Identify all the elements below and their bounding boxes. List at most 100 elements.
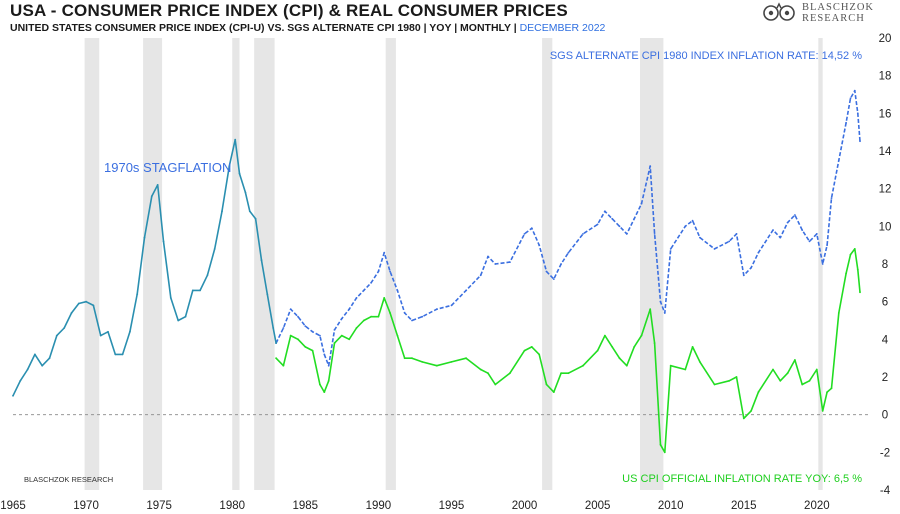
data-point: [837, 159, 840, 162]
data-point: [421, 315, 424, 318]
data-point: [494, 263, 497, 265]
data-point: [618, 357, 621, 360]
data-point: [757, 391, 760, 393]
data-point: [801, 229, 804, 232]
x-tick-label: 1990: [366, 500, 392, 512]
data-point: [355, 297, 358, 299]
data-point: [596, 223, 599, 226]
data-point: [396, 289, 399, 292]
recession-band-7: [818, 38, 823, 490]
data-point: [786, 221, 789, 224]
data-point: [150, 195, 153, 198]
data-point: [403, 312, 406, 314]
data-point: [830, 197, 833, 200]
subtitle-date: DECEMBER 2022: [519, 22, 606, 34]
x-tick-label: 1970: [73, 500, 99, 512]
data-point: [297, 338, 299, 341]
data-point: [244, 191, 247, 194]
y-tick-label: 12: [879, 184, 892, 196]
data-point: [184, 315, 187, 318]
data-point: [85, 300, 87, 303]
us-cpi-official-line: [275, 248, 861, 454]
data-point: [808, 240, 811, 243]
data-point: [699, 361, 701, 363]
data-point: [319, 383, 321, 386]
y-tick-label: 10: [879, 221, 892, 233]
stagflation-annotation: 1970s STAGFLATION: [104, 160, 231, 175]
data-point: [640, 334, 643, 337]
data-point: [70, 312, 73, 314]
data-point: [487, 255, 489, 258]
data-point: [779, 236, 782, 239]
recession-band-5: [542, 38, 553, 490]
data-point: [206, 274, 209, 277]
data-point: [340, 334, 343, 337]
data-point: [649, 165, 652, 168]
data-point: [177, 319, 180, 322]
data-point: [282, 364, 285, 367]
data-point: [450, 304, 453, 307]
cpi-series-label: US CPI OFFICIAL INFLATION RATE YOY: 6,5 …: [622, 473, 862, 485]
data-point: [362, 289, 365, 292]
data-point: [728, 240, 731, 243]
data-point: [669, 248, 672, 250]
data-point: [794, 359, 796, 361]
y-tick-label: -4: [880, 485, 891, 497]
x-tick-label: 2015: [731, 500, 757, 512]
data-point: [815, 368, 818, 371]
data-point: [304, 346, 307, 348]
data-point: [663, 451, 666, 454]
x-tick-label: 1975: [146, 500, 172, 512]
logo-line-2: RESEARCH: [801, 13, 865, 24]
data-point: [735, 376, 738, 378]
data-point: [691, 346, 694, 348]
y-tick-label: 0: [882, 410, 888, 422]
data-point: [582, 233, 584, 235]
data-point: [728, 379, 731, 382]
y-tick-label: 6: [882, 297, 888, 309]
data-point: [289, 334, 292, 337]
data-point: [545, 270, 548, 273]
data-point: [786, 372, 789, 375]
data-point: [411, 319, 413, 322]
data-point: [604, 210, 606, 213]
x-tick-label: 1965: [0, 500, 26, 512]
owl-logo-icon: [763, 2, 795, 21]
data-point: [552, 278, 555, 280]
data-point: [199, 289, 202, 292]
data-point: [289, 308, 292, 311]
data-point: [479, 274, 482, 277]
data-point: [465, 357, 467, 360]
logo-line-1: BLASCHZOK: [801, 2, 874, 13]
data-point: [625, 233, 628, 235]
data-point: [845, 272, 847, 275]
data-point: [794, 214, 796, 216]
data-point: [691, 219, 694, 222]
data-point: [63, 327, 66, 329]
data-point: [618, 225, 621, 228]
data-point: [234, 138, 237, 141]
data-point: [837, 312, 840, 314]
data-point: [260, 259, 263, 262]
data-point: [107, 330, 109, 333]
data-point: [538, 244, 541, 247]
data-point: [779, 379, 782, 382]
data-point: [659, 443, 662, 446]
data-point: [403, 357, 406, 360]
data-point: [465, 289, 467, 292]
data-point: [713, 383, 716, 386]
data-point: [849, 253, 852, 256]
data-point: [801, 383, 804, 386]
data-point: [370, 315, 372, 318]
watermark-text: BLASCHZOK RESEARCH: [24, 475, 113, 484]
data-point: [221, 210, 223, 213]
data-point: [121, 353, 124, 356]
data-point: [560, 263, 562, 265]
data-point: [396, 334, 399, 337]
data-point: [552, 391, 555, 393]
data-point: [248, 210, 251, 213]
data-point: [772, 229, 774, 232]
data-point: [421, 361, 424, 363]
recession-band-2: [232, 38, 240, 490]
data-point: [34, 353, 36, 356]
